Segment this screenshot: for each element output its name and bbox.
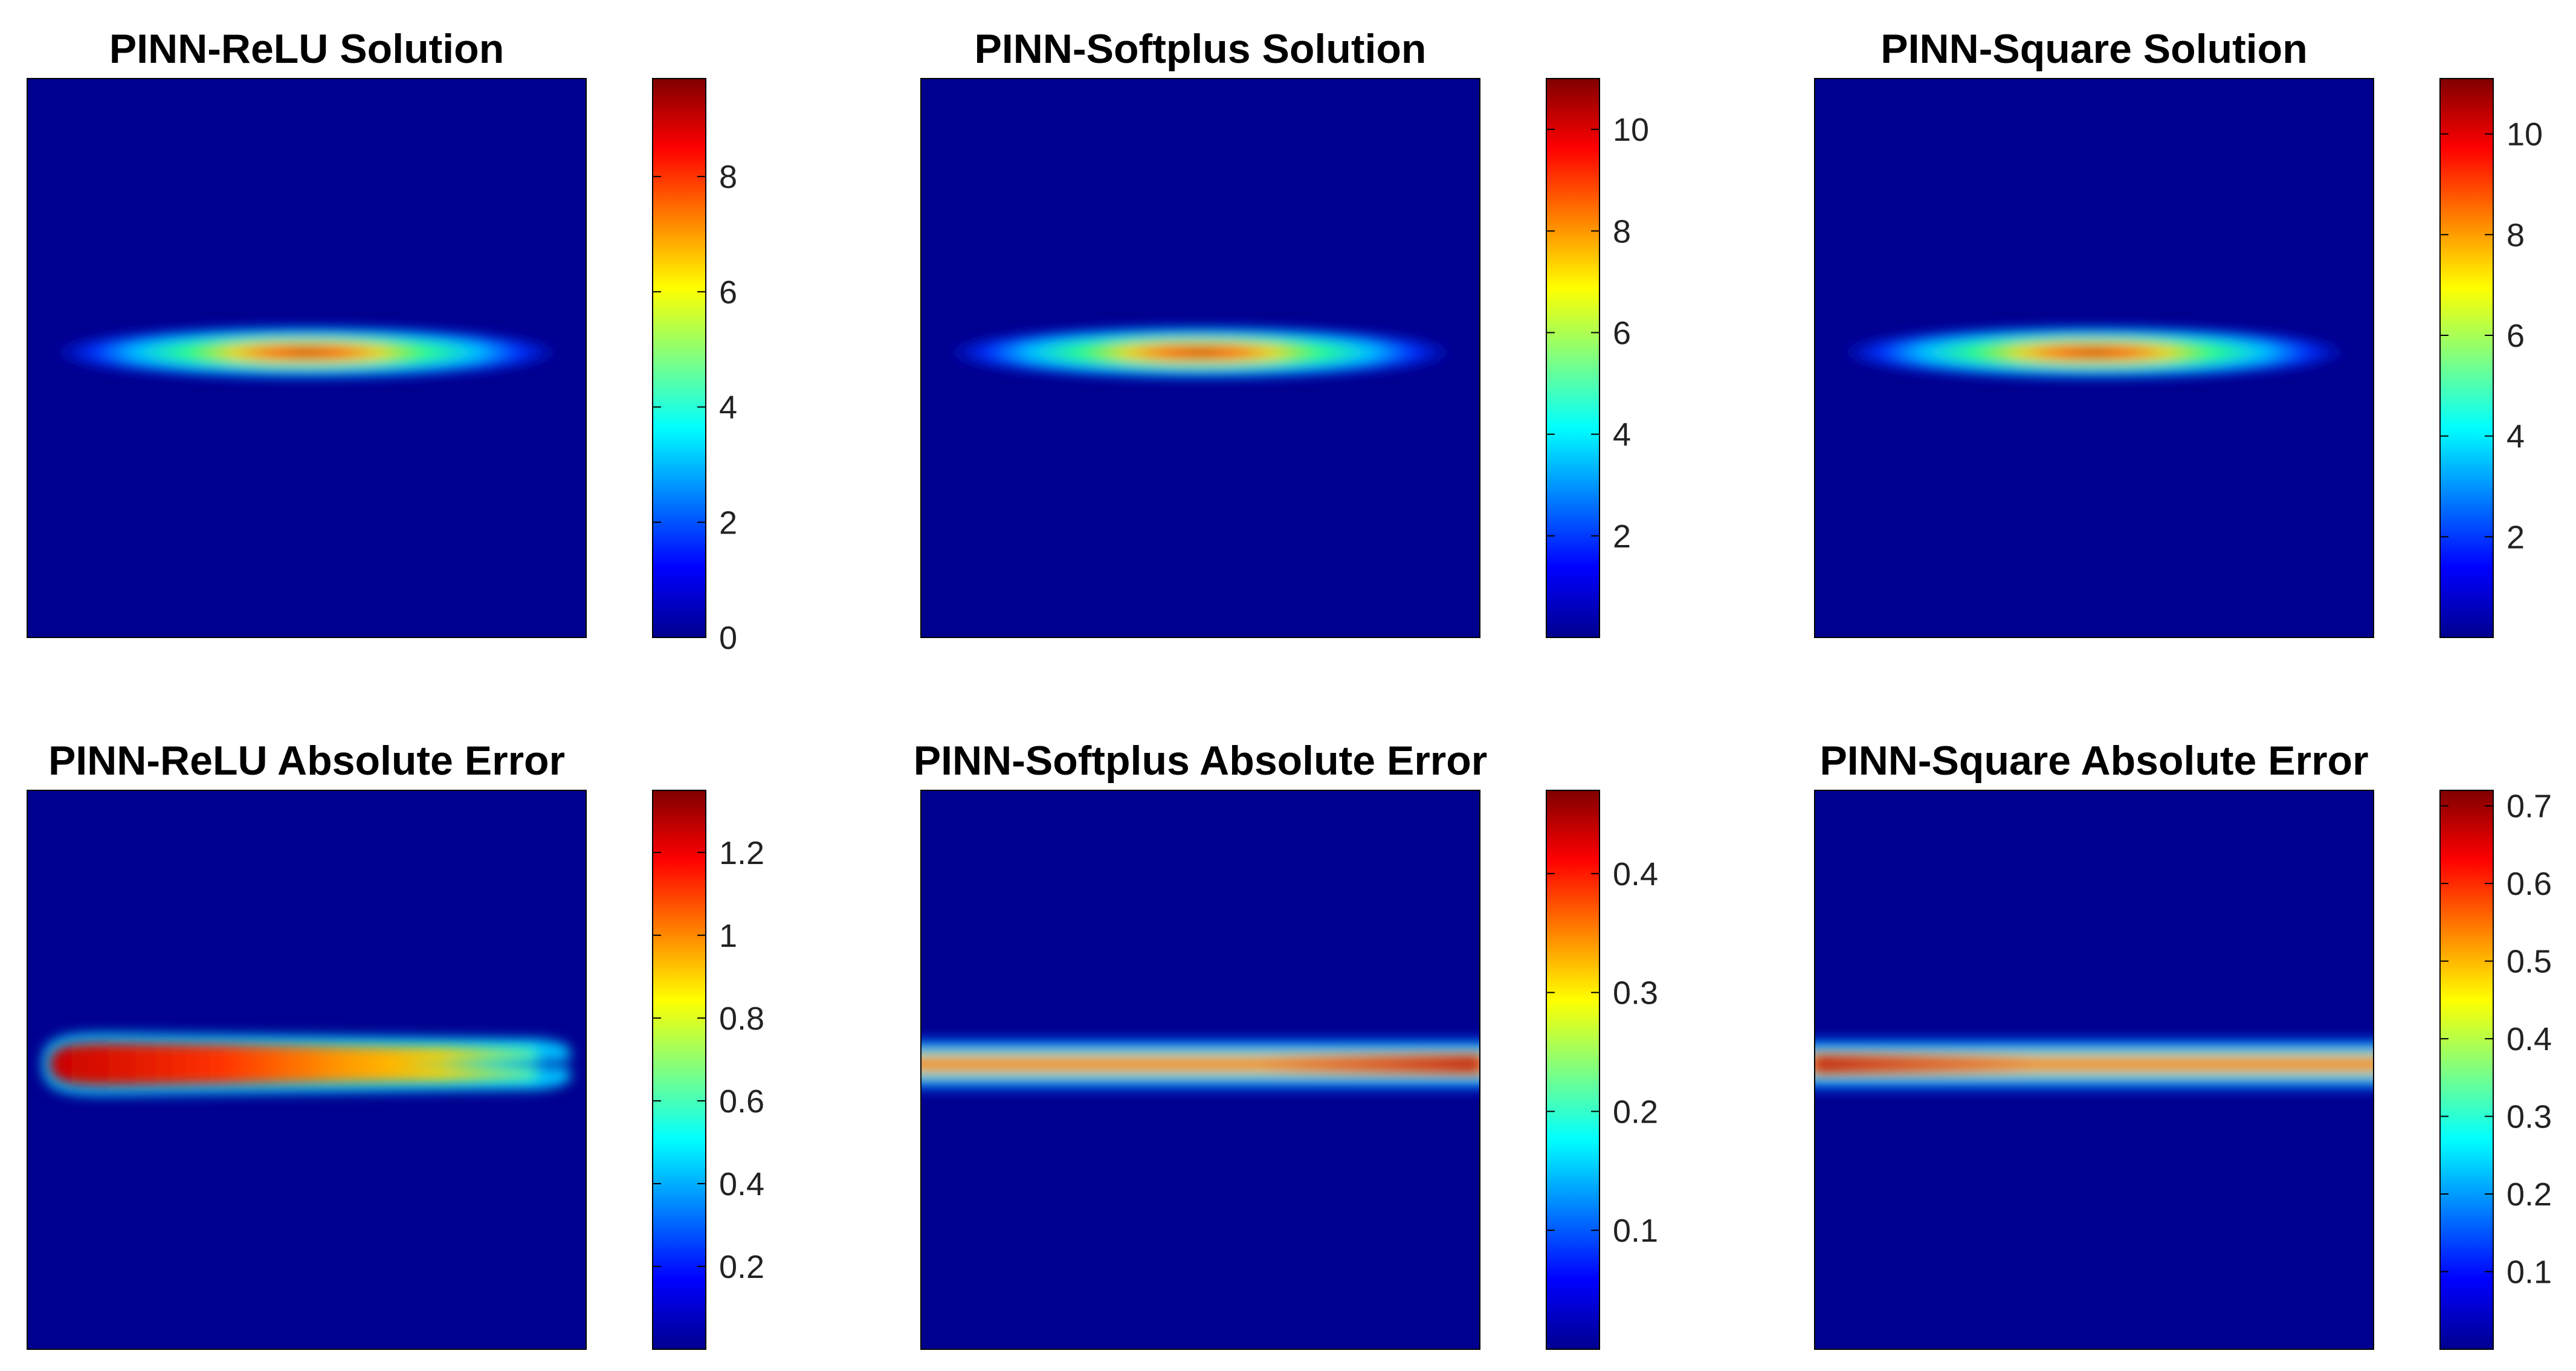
heatmap — [1815, 79, 2374, 637]
colorbar-tick-label: 1.2 — [719, 835, 764, 871]
colorbar-tick-label: 6 — [2507, 318, 2525, 354]
heatmap-frame — [920, 790, 1480, 1350]
colorbar-tick-label: 0.4 — [1613, 856, 1658, 892]
colorbar-gradient — [1546, 790, 1600, 1349]
heatmap — [27, 790, 586, 1349]
colorbar-gradient — [1546, 79, 1600, 637]
colorbar-tick-label: 6 — [1613, 315, 1631, 351]
error-band-core — [921, 1056, 1480, 1073]
heatmap-frame — [27, 790, 587, 1350]
heatmap-frame — [1814, 790, 2374, 1350]
panel-5: PINN-Square Absolute Error0.10.20.30.40.… — [1814, 738, 2552, 1350]
panel-title: PINN-Softplus Absolute Error — [914, 738, 1488, 784]
colorbar: 0.1 0.2 0.3 0.4 0.5 0.6 0.7 — [2439, 789, 2552, 1350]
solution-peak — [1840, 326, 2348, 379]
panel-title: PINN-ReLU Absolute Error — [48, 738, 565, 784]
colorbar: 2 4 6 8 10 — [2439, 78, 2543, 638]
colorbar-tick-label: 0.1 — [2507, 1254, 2552, 1291]
panel-4: PINN-Softplus Absolute Error 0.1 0.2 0.3 0.4 — [914, 738, 1658, 1350]
heatmap — [921, 79, 1480, 637]
heatmap — [921, 790, 1480, 1349]
colorbar: 0.1 0.2 0.3 0.4 — [1546, 790, 1658, 1350]
colorbar-tick-label: 1 — [719, 918, 737, 954]
colorbar-tick-label: 2 — [2507, 519, 2525, 555]
colorbar-tick-label: 0.2 — [1613, 1094, 1658, 1130]
colorbar-frame — [1546, 78, 1600, 638]
colorbar-tick-label: 10 — [1613, 112, 1649, 148]
colorbar-frame — [652, 790, 706, 1350]
colorbar-gradient — [2440, 79, 2493, 637]
colorbar-tick-label: 0 — [719, 620, 737, 656]
panel-2: PINN-Square Solution 2 4 6 8 10 — [1814, 26, 2543, 638]
panel-3: PINN-ReLU Absolute Error 0.2 0.4 0.6 0.8 1 1.2 — [27, 738, 764, 1350]
panel-title: PINN-ReLU Solution — [109, 26, 505, 72]
colorbar-frame — [2439, 790, 2494, 1350]
panel-1: PINN-Softplus Solution 2 4 6 8 10 — [920, 26, 1649, 638]
colorbar-tick-label: 2 — [719, 505, 737, 541]
colorbar-tick-label: 0.1 — [1613, 1213, 1658, 1249]
heatmap — [1815, 790, 2374, 1349]
colorbar-tick-label: 4 — [2507, 419, 2525, 455]
colorbar-frame — [2439, 78, 2494, 638]
colorbar-tick-label: 0.5 — [2507, 944, 2552, 980]
colorbar-tick-label: 0.4 — [719, 1166, 764, 1202]
colorbar-tick-label: 0.3 — [2507, 1099, 2552, 1135]
error-core — [50, 1043, 540, 1086]
panel-title: PINN-Softplus Solution — [975, 26, 1427, 72]
colorbar-tick-label: 0.4 — [2507, 1021, 2552, 1057]
heatmap-frame — [920, 78, 1480, 638]
colorbar-gradient — [653, 790, 706, 1349]
colorbar-frame — [1546, 790, 1600, 1350]
panel-title: PINN-Square Solution — [1880, 26, 2307, 72]
colorbar: 2 4 6 8 10 — [1546, 78, 1649, 638]
colorbar-tick-label: 0.7 — [2507, 789, 2552, 825]
colorbar-tick-label: 10 — [2507, 117, 2543, 153]
error-band-core — [1815, 1056, 2374, 1073]
colorbar-tick-label: 2 — [1613, 518, 1631, 555]
solution-peak — [946, 326, 1454, 379]
colorbar-frame — [652, 78, 706, 638]
heatmap-frame — [27, 78, 587, 638]
heatmap-frame — [1814, 78, 2374, 638]
colorbar-tick-label: 6 — [719, 274, 737, 311]
colorbar-tick-label: 0.2 — [2507, 1176, 2552, 1213]
colorbar-tick-label: 8 — [719, 159, 737, 195]
solution-peak — [53, 326, 561, 379]
colorbar-tick-label: 0.3 — [1613, 975, 1658, 1011]
panel-title: PINN-Square Absolute Error — [1819, 738, 2368, 784]
colorbar: 0 2 4 6 8 — [652, 78, 737, 656]
colorbar-tick-label: 8 — [1613, 213, 1631, 250]
colorbar-tick-label: 0.2 — [719, 1249, 764, 1285]
colorbar-tick-label: 4 — [1613, 417, 1631, 453]
colorbar-tick-label: 8 — [2507, 217, 2525, 253]
colorbar-tick-label: 4 — [719, 390, 737, 426]
colorbar-gradient — [653, 79, 706, 637]
heatmap — [27, 79, 586, 637]
colorbar-tick-label: 0.8 — [719, 1001, 764, 1037]
colorbar-gradient — [2440, 790, 2493, 1349]
colorbar: 0.2 0.4 0.6 0.8 1 1.2 — [652, 790, 764, 1350]
colorbar-tick-label: 0.6 — [2507, 866, 2552, 902]
colorbar-tick-label: 0.6 — [719, 1083, 764, 1120]
panel-0: PINN-ReLU Solution 0 2 4 6 8 — [27, 26, 737, 656]
